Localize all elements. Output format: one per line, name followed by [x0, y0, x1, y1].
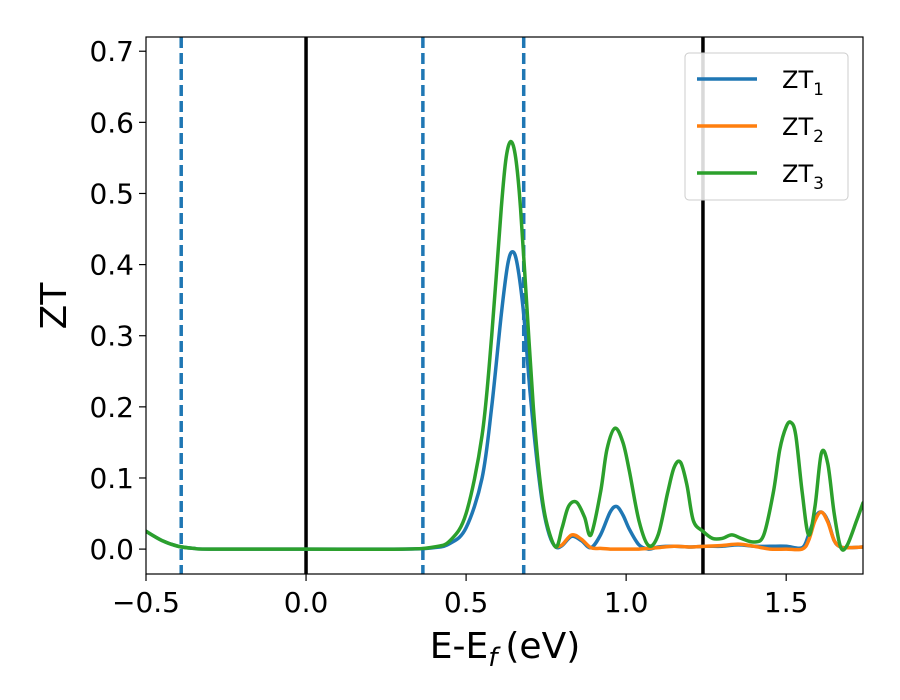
y-tick-label: 0.6 [89, 106, 134, 139]
y-tick-label: 0.1 [89, 462, 134, 495]
y-tick-label: 0.2 [89, 391, 134, 424]
reference-lines [179, 37, 705, 574]
y-axis-ticks: 0.0 0.1 0.2 0.3 0.4 0.5 0.6 0.7 [89, 35, 146, 566]
legend-label-3: ZT3 [782, 160, 824, 194]
legend: ZT1 ZT2 ZT3 [684, 52, 849, 201]
series-line-1 [146, 250, 863, 551]
y-tick-label: 0.0 [89, 533, 134, 566]
x-tick-label: −0.5 [112, 586, 180, 619]
y-tick-label: 0.5 [89, 177, 134, 210]
y-tick-label: 0.7 [89, 35, 134, 68]
series-lines [146, 139, 863, 552]
legend-label-2: ZT2 [782, 113, 824, 147]
x-tick-label: 0.5 [444, 586, 489, 619]
y-tick-label: 0.3 [89, 320, 134, 353]
x-tick-label: 1.0 [604, 586, 649, 619]
series-line-3 [146, 139, 863, 552]
legend-label-1: ZT1 [782, 66, 824, 100]
series-line-2 [553, 510, 863, 552]
x-axis-ticks: −0.5 0.0 0.5 1.0 1.5 [112, 574, 808, 619]
x-tick-label: 1.5 [764, 586, 809, 619]
legend-box [684, 52, 849, 201]
y-tick-label: 0.4 [89, 249, 134, 282]
x-axis-label: E-Ef (eV) [430, 626, 581, 673]
y-axis-label: ZT [34, 282, 75, 330]
plot-frame [145, 36, 864, 575]
x-tick-label: 0.0 [284, 586, 329, 619]
